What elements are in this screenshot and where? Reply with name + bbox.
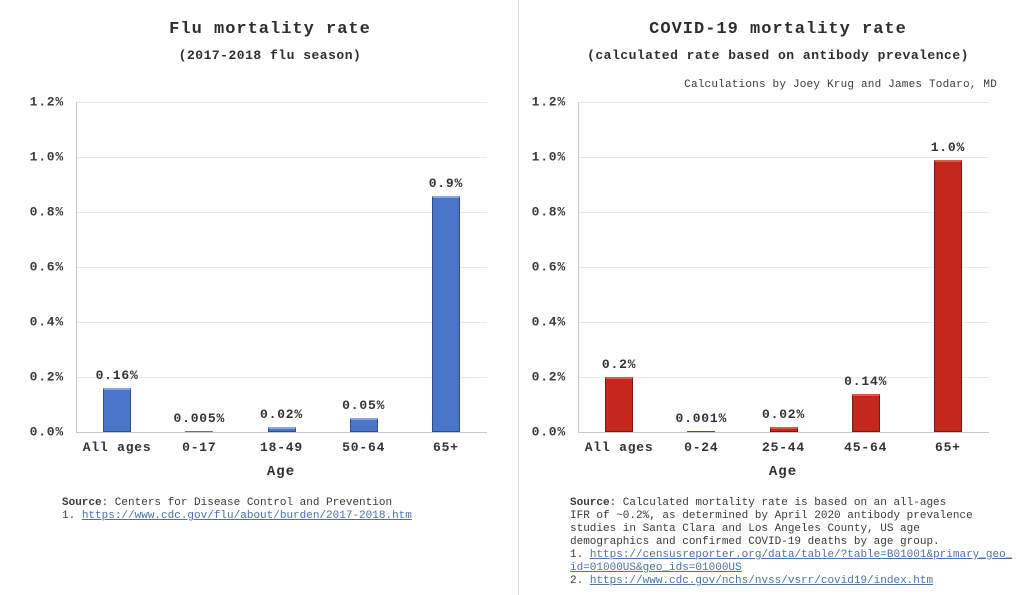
x-axis-category-label: 0-24 <box>684 440 719 455</box>
covid-chart-subtitle: (calculated rate based on antibody preva… <box>587 48 969 63</box>
bar <box>851 393 880 432</box>
covid-credit-line: Calculations by Joey Krug and James Toda… <box>684 79 997 91</box>
source-line: 1. https://www.cdc.gov/flu/about/burden/… <box>62 510 412 523</box>
gridline <box>76 156 487 158</box>
source-link[interactable]: id=01000US&geo_ids=01000US <box>570 562 742 574</box>
gridline <box>76 376 487 378</box>
gridline <box>578 211 989 213</box>
x-axis-line <box>76 432 487 433</box>
source-line: Source: Calculated mortality rate is bas… <box>570 497 1012 510</box>
x-axis-category-label: 45-64 <box>844 440 888 455</box>
y-axis-tick-label: 1.2% <box>29 94 64 110</box>
bar-value-label: 1.0% <box>930 139 966 155</box>
y-axis-line <box>76 102 77 432</box>
bar <box>349 418 378 432</box>
y-axis-tick-label: 0.6% <box>29 259 64 275</box>
covid-x-axis-title: Age <box>768 464 798 480</box>
y-axis-tick-label: 0.8% <box>29 204 64 220</box>
x-axis-category-label: 50-64 <box>342 440 386 455</box>
bar-value-label: 0.05% <box>342 398 386 414</box>
source-link[interactable]: https://www.cdc.gov/flu/about/burden/201… <box>81 510 412 522</box>
source-text: Source <box>62 497 102 509</box>
bar-value-label: 0.02% <box>259 406 304 422</box>
source-line: id=01000US&geo_ids=01000US <box>570 562 1012 575</box>
flu-source-note: Source: Centers for Disease Control and … <box>62 497 412 523</box>
x-axis-category-label: 65+ <box>432 440 459 455</box>
source-line: demographics and confirmed COVID-19 deat… <box>570 536 1012 549</box>
bar-value-label: 0.14% <box>844 373 888 389</box>
y-axis-tick-label: 1.0% <box>531 149 566 165</box>
source-text: Source <box>570 497 610 509</box>
y-axis-tick-label: 1.2% <box>531 94 566 110</box>
bar-value-label: 0.02% <box>761 406 806 422</box>
x-axis-line <box>578 432 989 433</box>
source-text: IFR of ~0.2%, as determined by April 202… <box>570 510 973 522</box>
source-text: 2. <box>570 575 590 587</box>
source-line: 2. https://www.cdc.gov/nchs/nvss/vsrr/co… <box>570 575 1012 588</box>
bar <box>185 430 214 432</box>
bar <box>687 431 716 432</box>
source-text: demographics and confirmed COVID-19 deat… <box>570 536 940 548</box>
flu-chart-title: Flu mortality rate <box>169 20 371 39</box>
covid-source-note: Source: Calculated mortality rate is bas… <box>570 497 1012 588</box>
x-axis-category-label: All ages <box>82 440 152 455</box>
y-axis-tick-label: 0.2% <box>29 369 64 385</box>
bar <box>933 159 962 432</box>
y-axis-tick-label: 0.4% <box>531 314 566 330</box>
x-axis-category-label: 18-49 <box>259 440 304 455</box>
y-axis-tick-label: 0.4% <box>29 314 64 330</box>
source-line: studies in Santa Clara and Los Angeles C… <box>570 523 1012 536</box>
y-axis-line <box>578 102 579 432</box>
y-axis-tick-label: 1.0% <box>29 149 64 165</box>
bar-value-label: 0.16% <box>95 368 139 383</box>
gridline <box>578 101 989 103</box>
bar <box>769 426 798 432</box>
source-line: 1. https://censusreporter.org/data/table… <box>570 549 1012 562</box>
x-axis-category-label: 65+ <box>934 440 961 455</box>
gridline <box>76 101 487 103</box>
source-link[interactable]: https://www.cdc.gov/nchs/nvss/vsrr/covid… <box>589 575 934 587</box>
source-text: : Calculated mortality rate is based on … <box>609 497 947 509</box>
source-link[interactable]: https://censusreporter.org/data/table/?t… <box>589 549 1013 561</box>
source-text: 1. <box>62 510 82 522</box>
bar-value-label: 0.001% <box>675 411 728 426</box>
y-axis-tick-label: 0.0% <box>29 424 64 440</box>
x-axis-category-label: 25-44 <box>761 440 806 455</box>
y-axis-tick-label: 0.2% <box>531 369 566 385</box>
gridline <box>76 321 487 323</box>
gridline <box>578 321 989 323</box>
bar <box>605 377 634 432</box>
source-text: studies in Santa Clara and Los Angeles C… <box>570 523 920 535</box>
covid-chart-title: COVID-19 mortality rate <box>649 20 907 39</box>
source-text: 1. <box>570 549 590 561</box>
bar <box>267 426 296 432</box>
bar <box>103 388 132 432</box>
gridline <box>76 266 487 268</box>
panel-divider <box>518 0 519 595</box>
x-axis-category-label: All ages <box>584 440 654 455</box>
y-axis-tick-label: 0.0% <box>531 424 566 440</box>
source-text: : Centers for Disease Control and Preven… <box>101 497 393 509</box>
y-axis-tick-label: 0.8% <box>531 204 566 220</box>
x-axis-category-label: 0-17 <box>182 440 217 455</box>
bar-value-label: 0.9% <box>428 175 464 191</box>
bar-value-label: 0.005% <box>173 410 226 426</box>
gridline <box>578 266 989 268</box>
flu-chart-subtitle: (2017-2018 flu season) <box>178 48 362 63</box>
flu-x-axis-title: Age <box>266 464 296 480</box>
bar <box>431 195 460 432</box>
y-axis-tick-label: 0.6% <box>531 259 566 275</box>
source-line: IFR of ~0.2%, as determined by April 202… <box>570 510 1012 523</box>
source-line: Source: Centers for Disease Control and … <box>62 497 412 510</box>
bar-value-label: 0.2% <box>601 357 637 372</box>
gridline <box>76 211 487 213</box>
gridline <box>578 156 989 158</box>
gridline <box>578 376 989 378</box>
